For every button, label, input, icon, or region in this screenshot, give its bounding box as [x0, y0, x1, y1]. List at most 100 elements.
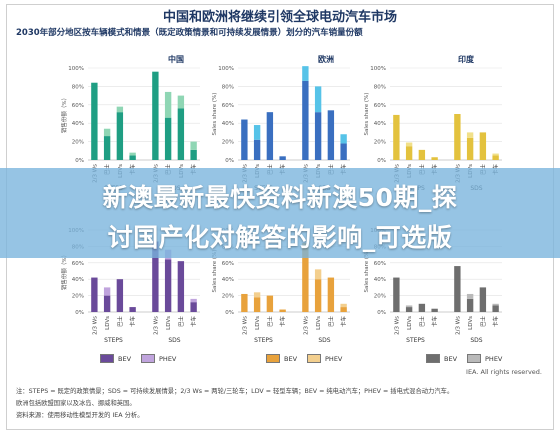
y-tick-label: 60%	[72, 103, 84, 109]
bar-phev	[164, 91, 172, 118]
scenario-label: SDS	[470, 337, 482, 344]
x-tick-label: 2/3 Ws	[92, 316, 98, 335]
x-tick-label: 巴士	[116, 316, 124, 328]
y-axis-label: Sales share (%)	[364, 93, 370, 136]
panel-title-europe: 欧洲	[318, 55, 334, 64]
bar-bev	[431, 308, 438, 312]
bar-bev	[129, 155, 136, 160]
y-tick-label: 20%	[374, 140, 386, 146]
bar-bev	[164, 259, 172, 312]
note-line-2: 欧洲包括欧盟国家以及冰岛、挪威和英国。	[16, 400, 136, 407]
x-tick-label: LDVs	[255, 316, 261, 330]
y-tick-label: 0%	[225, 158, 234, 164]
y-tick-label: 100%	[218, 66, 234, 72]
bar-bev	[479, 132, 487, 160]
y-tick-label: 60%	[374, 261, 386, 267]
y-tick-label: 0%	[225, 310, 234, 316]
x-tick-label: 卡车	[340, 316, 348, 328]
legend-bev-swatch	[100, 354, 114, 363]
legend-panel-5: BEV PHEV	[266, 354, 342, 363]
bar-bev	[454, 114, 461, 160]
y-axis-label: Sales share (%)	[212, 93, 218, 136]
bar-bev	[164, 117, 172, 160]
scenario-label: STEPS	[406, 337, 425, 344]
bar-bev	[314, 279, 322, 312]
bar-bev	[177, 261, 185, 312]
bar-phev	[492, 153, 499, 156]
legend-phev-swatch	[467, 354, 482, 363]
bar-bev	[279, 309, 286, 312]
x-tick-label: 卡车	[492, 316, 500, 328]
overlay-banner: 新澳最新最快资料新澳50期_探 讨国产化对解答的影响_可选版	[0, 168, 560, 258]
bar-bev	[327, 110, 335, 160]
bar-bev	[431, 157, 438, 160]
y-axis-label: Sales share (%)	[364, 250, 370, 293]
bar-phev	[314, 86, 322, 113]
legend-phev-swatch	[141, 354, 156, 363]
x-tick-label: 2/3 Ws	[455, 316, 461, 335]
bar-bev	[253, 139, 261, 160]
bar-bev	[266, 295, 274, 312]
bar-phev	[340, 134, 347, 144]
page-subtitle: 2030年部分地区按车辆模式和情景（既定政策情景和可持续发展情景）划分的汽车销量…	[16, 28, 363, 38]
y-axis-label: 销售份额（%）	[60, 95, 68, 133]
bar-phev	[302, 66, 309, 81]
bar-phev	[253, 125, 261, 140]
scenario-label: SDS	[168, 337, 180, 344]
y-tick-label: 0%	[75, 310, 84, 316]
y-tick-label: 20%	[222, 294, 234, 300]
bar-bev	[91, 277, 98, 312]
y-tick-label: 20%	[72, 140, 84, 146]
bar-bev	[190, 149, 197, 160]
note-line-1: 注：STEPS = 既定的政策情景；SDS = 可持续发展情景；2/3 Ws =…	[16, 388, 454, 395]
y-axis-label: 销售份额（%）	[60, 252, 68, 290]
bar-bev	[466, 298, 474, 312]
x-tick-label: 卡车	[279, 316, 287, 328]
bar-bev	[302, 80, 309, 160]
y-tick-label: 20%	[72, 294, 84, 300]
bar-bev	[405, 307, 413, 312]
bar-bev	[418, 149, 426, 160]
bar-phev	[314, 269, 322, 280]
legend-bev-swatch	[426, 354, 440, 363]
y-tick-label: 80%	[222, 84, 234, 90]
legend-bev-label: BEV	[284, 354, 298, 363]
bar-bev	[314, 112, 322, 160]
y-tick-label: 60%	[374, 103, 386, 109]
bar-phev	[492, 303, 499, 306]
bar-phev	[177, 95, 185, 109]
bar-bev	[454, 266, 461, 312]
x-tick-label: 巴士	[327, 316, 335, 328]
bar-bev	[152, 71, 159, 160]
panel-title-india: 印度	[458, 55, 474, 64]
y-tick-label: 100%	[68, 66, 84, 72]
x-tick-label: 2/3 Ws	[303, 316, 309, 335]
y-tick-label: 20%	[222, 140, 234, 146]
legend-bev-label: BEV	[118, 354, 132, 363]
bar-bev	[479, 287, 487, 312]
bar-bev	[302, 243, 309, 312]
legend-phev-label: PHEV	[325, 354, 343, 363]
y-tick-label: 40%	[374, 121, 386, 127]
x-tick-label: LDVs	[316, 316, 322, 330]
bar-bev	[177, 108, 185, 160]
y-tick-label: 60%	[222, 261, 234, 267]
bar-phev	[466, 293, 474, 299]
x-tick-label: 2/3 Ws	[153, 316, 159, 335]
panel-title-china: 中国	[168, 55, 184, 64]
y-tick-label: 0%	[377, 310, 386, 316]
y-tick-label: 40%	[72, 277, 84, 283]
bar-phev	[405, 142, 413, 147]
y-tick-label: 60%	[72, 261, 84, 267]
bar-phev	[405, 305, 413, 308]
scenario-label: STEPS	[254, 337, 273, 344]
bar-bev	[418, 303, 426, 312]
bar-bev	[116, 279, 124, 312]
bar-phev	[190, 298, 197, 303]
y-tick-label: 0%	[377, 158, 386, 164]
y-tick-label: 80%	[72, 84, 84, 90]
page-title: 中国和欧洲将继续引领全球电动汽车市场	[162, 10, 397, 25]
bar-phev	[190, 141, 197, 150]
note-line-3: 资料来源：使用移动性模型开发的 IEA 分析。	[16, 412, 144, 419]
y-tick-label: 80%	[374, 84, 386, 90]
